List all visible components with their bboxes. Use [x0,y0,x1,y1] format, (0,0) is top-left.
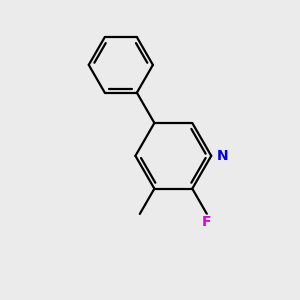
Text: F: F [202,215,212,230]
Text: N: N [217,149,228,163]
